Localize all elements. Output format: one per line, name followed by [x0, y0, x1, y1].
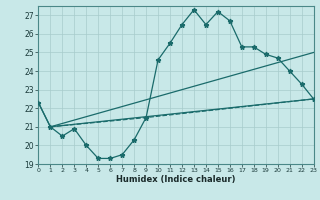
- X-axis label: Humidex (Indice chaleur): Humidex (Indice chaleur): [116, 175, 236, 184]
